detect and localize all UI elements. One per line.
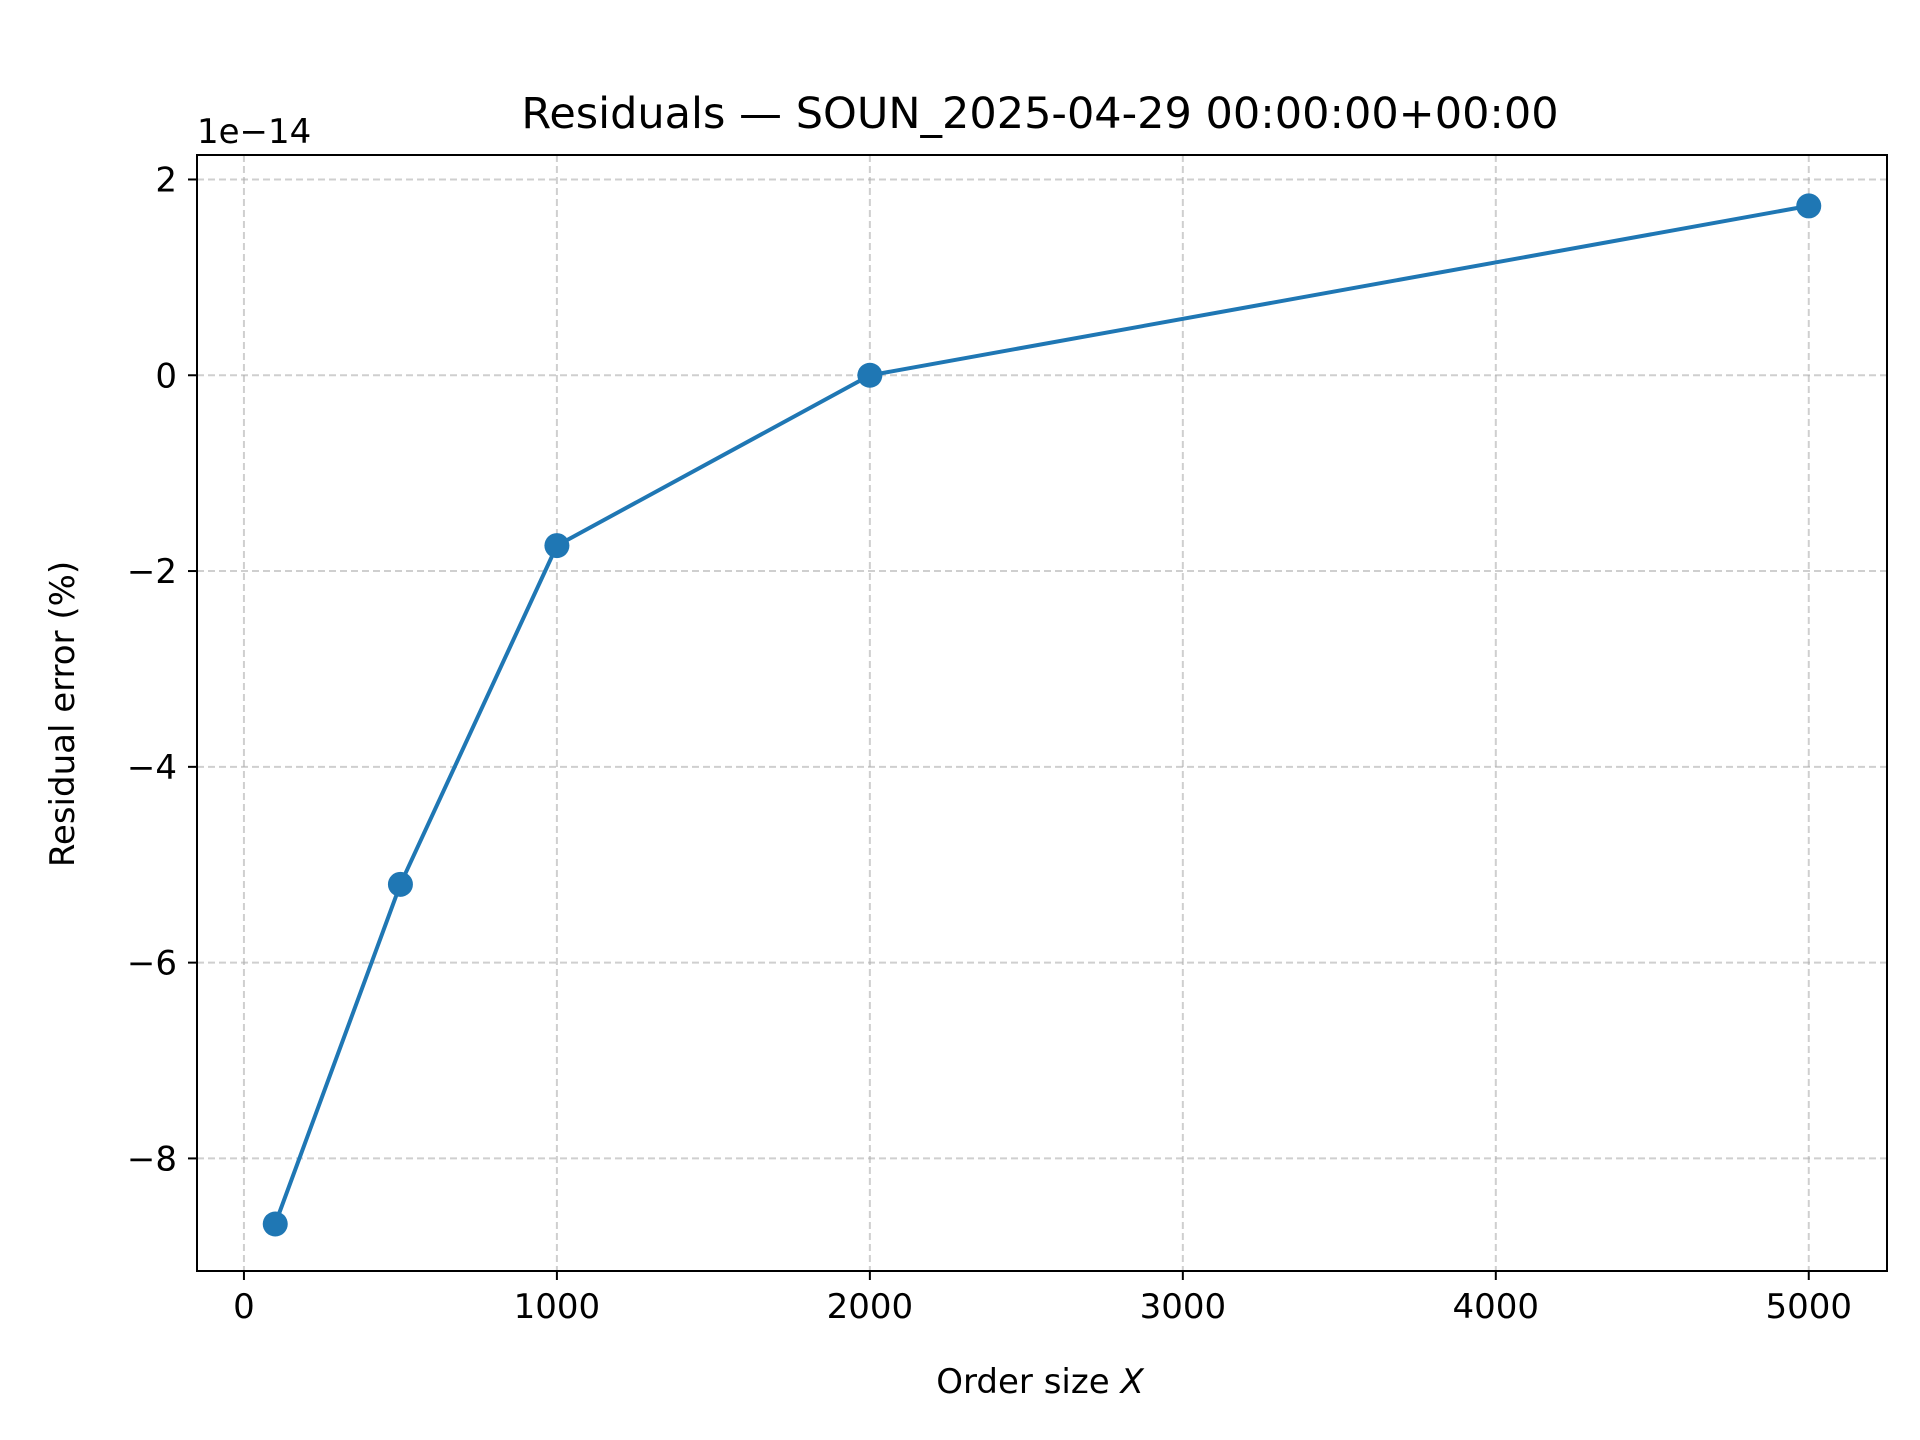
data-points-layer bbox=[262, 193, 1822, 1237]
y-axis-label: Residual error (%) bbox=[43, 561, 83, 867]
data-point bbox=[1796, 193, 1822, 219]
x-tick-label: 5000 bbox=[1765, 1287, 1852, 1327]
y-axis-offset-label: 1e−14 bbox=[197, 112, 311, 152]
x-tick-label: 2000 bbox=[827, 1287, 914, 1327]
grid-layer bbox=[197, 155, 1887, 1271]
x-axis-label-text: Order size bbox=[936, 1362, 1120, 1402]
x-tick-label: 1000 bbox=[514, 1287, 601, 1327]
x-tick-label: 3000 bbox=[1140, 1287, 1227, 1327]
plot-area-frame bbox=[196, 154, 1888, 1272]
y-tick-label: 2 bbox=[155, 160, 177, 200]
y-tick-label: −8 bbox=[127, 1139, 177, 1179]
data-point bbox=[857, 362, 883, 388]
y-tick-label: 0 bbox=[155, 356, 177, 396]
data-point bbox=[262, 1211, 288, 1237]
x-tick-label: 4000 bbox=[1453, 1287, 1540, 1327]
chart-title: Residuals — SOUN_2025-04-29 00:00:00+00:… bbox=[521, 89, 1558, 139]
x-tick-label: 0 bbox=[233, 1287, 255, 1327]
x-axis-label: Order size X bbox=[936, 1362, 1144, 1402]
y-tick-label: −4 bbox=[127, 748, 177, 788]
y-tick-label: −6 bbox=[127, 944, 177, 984]
x-axis-label-variable: X bbox=[1118, 1362, 1144, 1402]
data-point bbox=[387, 871, 413, 897]
y-tick-label: −2 bbox=[127, 552, 177, 592]
axis-ticks-layer: 0 1000 2000 3000 4000 5000 2 0 −2 −4 −6 −8 bbox=[127, 160, 1852, 1327]
data-point bbox=[544, 533, 570, 559]
